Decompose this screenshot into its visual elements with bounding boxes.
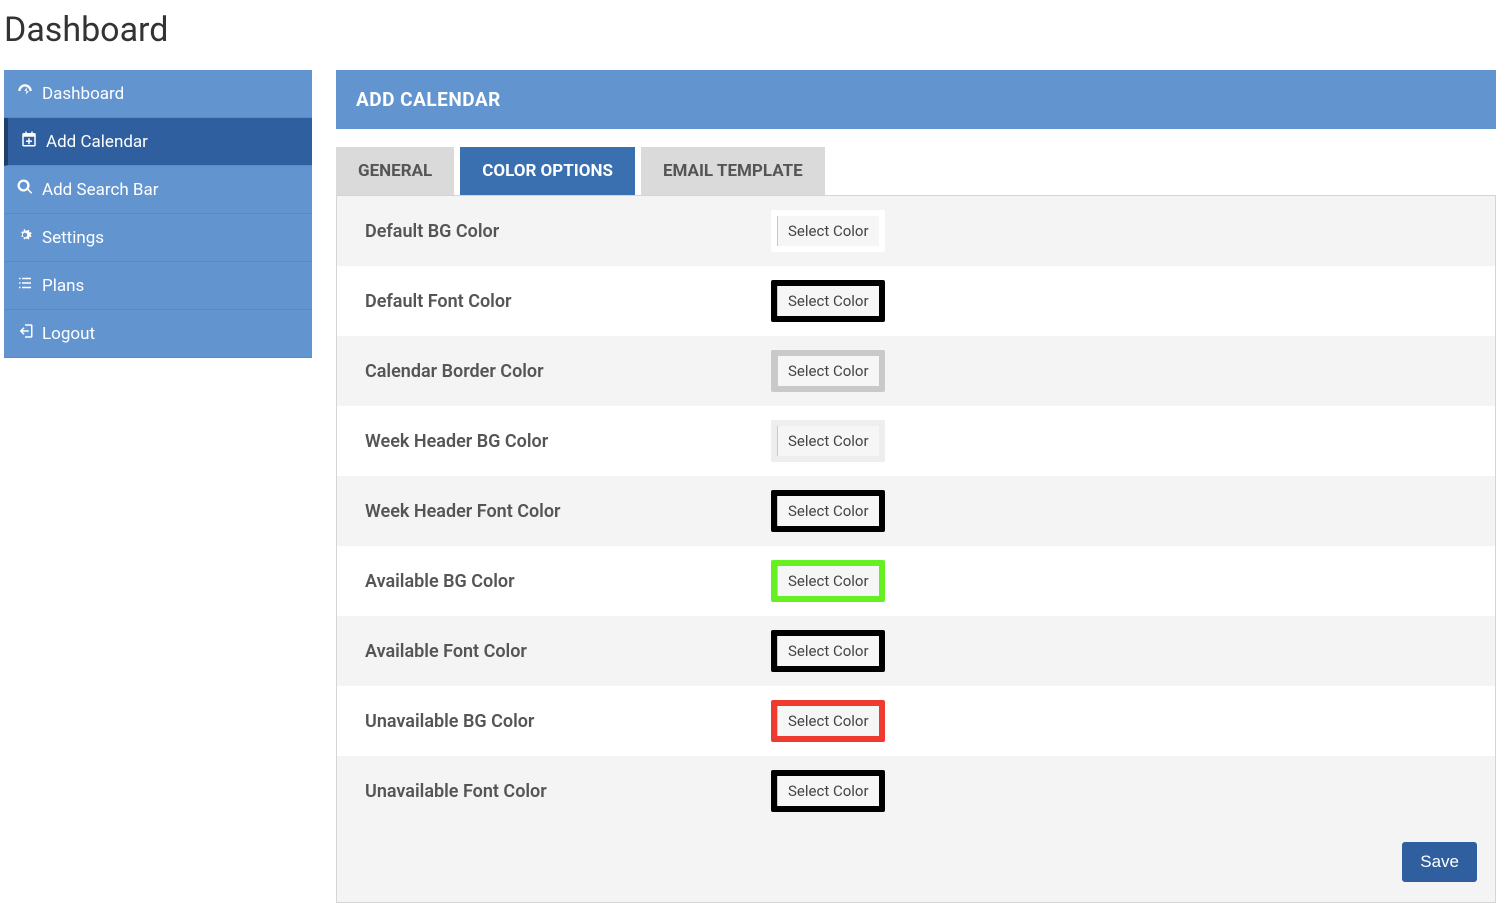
sidebar-item-label: Settings (42, 228, 104, 248)
sidebar-item-add-search-bar[interactable]: Add Search Bar (4, 166, 312, 214)
main-panel: ADD CALENDAR GENERAL COLOR OPTIONS EMAIL… (336, 70, 1496, 903)
color-row-label: Week Header BG Color (365, 431, 771, 452)
sidebar-item-label: Add Search Bar (42, 180, 159, 200)
select-color-button[interactable]: Select Color (777, 776, 879, 806)
select-color-button[interactable]: Select Color (777, 706, 879, 736)
layout: Dashboard Add Calendar Add Search Bar Se… (0, 70, 1500, 903)
color-row: Week Header BG Color Select Color (337, 406, 1495, 476)
color-row-label: Default BG Color (365, 221, 771, 242)
color-row: Calendar Border Color Select Color (337, 336, 1495, 406)
color-row: Available BG Color Select Color (337, 546, 1495, 616)
color-row: Week Header Font Color Select Color (337, 476, 1495, 546)
color-swatch[interactable]: Select Color (771, 420, 885, 462)
sidebar-item-add-calendar[interactable]: Add Calendar (4, 118, 312, 166)
select-color-button[interactable]: Select Color (777, 566, 879, 596)
search-icon (16, 178, 34, 201)
color-swatch[interactable]: Select Color (771, 350, 885, 392)
tab-email-template[interactable]: EMAIL TEMPLATE (641, 147, 825, 195)
select-color-button[interactable]: Select Color (777, 356, 879, 386)
calendar-plus-icon (20, 130, 38, 153)
tab-general[interactable]: GENERAL (336, 147, 454, 195)
color-swatch[interactable]: Select Color (771, 630, 885, 672)
color-swatch[interactable]: Select Color (771, 490, 885, 532)
color-row-label: Calendar Border Color (365, 361, 771, 382)
color-swatch[interactable]: Select Color (771, 280, 885, 322)
form-area: Default BG ColorSelect ColorDefault Font… (336, 195, 1496, 903)
sidebar-item-label: Dashboard (42, 84, 124, 104)
save-button[interactable]: Save (1402, 842, 1477, 882)
panel-header: ADD CALENDAR (336, 70, 1496, 129)
color-row-label: Default Font Color (365, 291, 771, 312)
color-swatch[interactable]: Select Color (771, 560, 885, 602)
color-row: Available Font Color Select Color (337, 616, 1495, 686)
sidebar-item-label: Logout (42, 324, 95, 344)
color-row-label: Available Font Color (365, 641, 771, 662)
color-row: Unavailable Font Color Select Color (337, 756, 1495, 826)
color-swatch[interactable]: Select Color (771, 210, 885, 252)
color-swatch[interactable]: Select Color (771, 700, 885, 742)
color-swatch[interactable]: Select Color (771, 770, 885, 812)
select-color-button[interactable]: Select Color (777, 216, 879, 246)
select-color-button[interactable]: Select Color (777, 636, 879, 666)
sidebar-item-plans[interactable]: Plans (4, 262, 312, 310)
color-row: Default BG Color Select Color (337, 196, 1495, 266)
select-color-button[interactable]: Select Color (777, 426, 879, 456)
color-row: Default Font Color Select Color (337, 266, 1495, 336)
color-row-label: Unavailable Font Color (365, 781, 771, 802)
color-row-label: Available BG Color (365, 571, 771, 592)
sign-out-icon (16, 322, 34, 345)
list-icon (16, 274, 34, 297)
dashboard-icon (16, 82, 34, 105)
color-row-label: Week Header Font Color (365, 501, 771, 522)
color-row-label: Unavailable BG Color (365, 711, 771, 732)
save-row: Save (337, 826, 1495, 882)
sidebar-item-logout[interactable]: Logout (4, 310, 312, 358)
sidebar-item-label: Plans (42, 276, 84, 296)
tab-color-options[interactable]: COLOR OPTIONS (460, 147, 635, 195)
gears-icon (16, 226, 34, 249)
tabs: GENERAL COLOR OPTIONS EMAIL TEMPLATE (336, 147, 1496, 195)
sidebar-item-dashboard[interactable]: Dashboard (4, 70, 312, 118)
sidebar-item-settings[interactable]: Settings (4, 214, 312, 262)
sidebar-item-label: Add Calendar (46, 132, 148, 152)
select-color-button[interactable]: Select Color (777, 496, 879, 526)
page-title: Dashboard (0, 0, 1500, 70)
select-color-button[interactable]: Select Color (777, 286, 879, 316)
color-row: Unavailable BG Color Select Color (337, 686, 1495, 756)
sidebar: Dashboard Add Calendar Add Search Bar Se… (4, 70, 312, 903)
